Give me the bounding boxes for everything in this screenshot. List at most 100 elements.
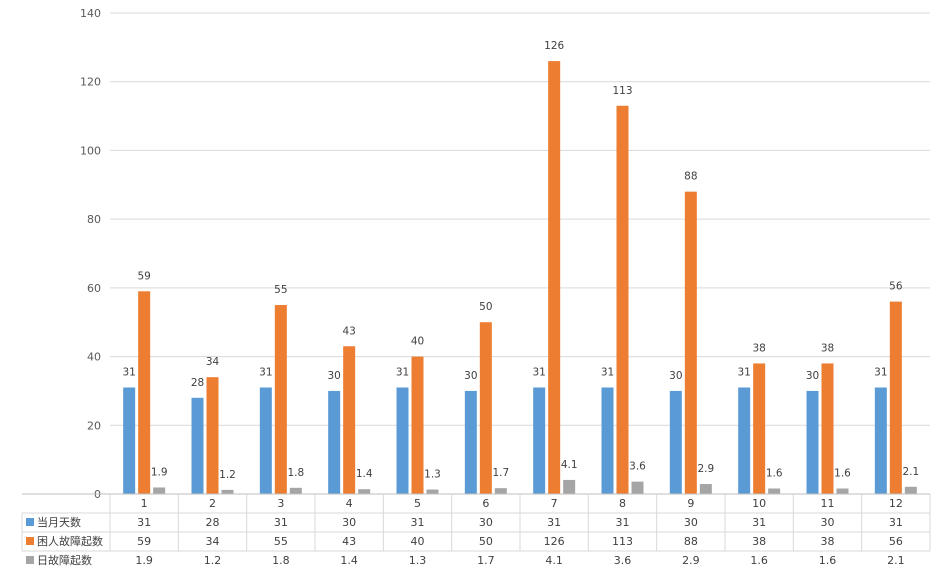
- table-cell: 31: [137, 516, 151, 529]
- legend-key: [26, 556, 34, 564]
- data-label: 1.3: [424, 469, 441, 481]
- table-cell: 1.6: [750, 554, 768, 567]
- data-label: 31: [737, 366, 750, 378]
- data-label: 30: [669, 370, 682, 382]
- data-label: 43: [342, 325, 355, 337]
- table-cell: 31: [411, 516, 425, 529]
- x-tick-label: 8: [619, 497, 626, 510]
- data-label: 4.1: [561, 459, 578, 471]
- data-label: 31: [122, 366, 135, 378]
- table-cell: 1.8: [272, 554, 290, 567]
- table-cell: 1.7: [477, 554, 495, 567]
- table-cell: 59: [137, 535, 151, 548]
- bar-3: [699, 484, 712, 494]
- x-tick-label: 10: [752, 497, 766, 510]
- legend-label: 日故障起数: [37, 553, 92, 567]
- data-label: 30: [327, 370, 340, 382]
- data-label: 1.4: [356, 468, 373, 480]
- table-cell: 1.9: [135, 554, 153, 567]
- bar-3: [768, 488, 781, 494]
- bar-2: [138, 291, 151, 494]
- data-label: 113: [612, 85, 632, 97]
- table-cell: 34: [206, 535, 220, 548]
- data-label: 2.1: [902, 466, 919, 478]
- data-label: 28: [191, 377, 204, 389]
- data-label: 1.7: [492, 467, 509, 479]
- table-cell: 1.6: [819, 554, 837, 567]
- data-label: 59: [137, 270, 150, 282]
- table-cell: 38: [752, 535, 766, 548]
- table-cell: 31: [889, 516, 903, 529]
- y-tick-label: 120: [80, 76, 101, 89]
- data-label: 1.9: [151, 466, 168, 478]
- bar-2: [753, 363, 766, 494]
- bar-2: [616, 105, 629, 494]
- bar-2: [206, 377, 219, 494]
- data-label: 3.6: [629, 461, 646, 473]
- bar-3: [358, 489, 371, 494]
- table-cell: 31: [274, 516, 288, 529]
- data-label: 31: [396, 366, 409, 378]
- data-label: 1.6: [834, 468, 851, 480]
- table-cell: 56: [889, 535, 903, 548]
- y-tick-label: 40: [87, 351, 101, 364]
- table-cell: 30: [821, 516, 835, 529]
- table-cell: 1.2: [204, 554, 222, 567]
- table-cell: 1.3: [409, 554, 427, 567]
- bar-3: [836, 488, 849, 494]
- legend-key: [26, 537, 34, 545]
- x-tick-label: 2: [209, 497, 216, 510]
- data-label: 31: [874, 366, 887, 378]
- data-label: 50: [479, 301, 492, 313]
- data-label: 31: [601, 366, 614, 378]
- bar-1: [123, 387, 136, 494]
- bar-3: [494, 488, 507, 494]
- bar-1: [464, 390, 477, 494]
- data-label: 126: [544, 40, 564, 52]
- x-tick-label: 7: [551, 497, 558, 510]
- y-tick-label: 60: [87, 282, 101, 295]
- data-label: 31: [259, 366, 272, 378]
- data-label: 1.8: [287, 467, 304, 479]
- bar-1: [601, 387, 614, 494]
- data-label: 55: [274, 284, 287, 296]
- y-tick-label: 140: [80, 7, 101, 20]
- data-label: 34: [206, 356, 220, 368]
- table-cell: 30: [479, 516, 493, 529]
- table-cell: 3.6: [614, 554, 632, 567]
- table-cell: 126: [544, 535, 565, 548]
- bar-1: [396, 387, 409, 494]
- bar-1: [806, 390, 819, 494]
- table-cell: 38: [821, 535, 835, 548]
- bar-2: [343, 346, 356, 494]
- x-tick-label: 9: [687, 497, 694, 510]
- table-cell: 50: [479, 535, 493, 548]
- data-label: 40: [411, 336, 424, 348]
- table-cell: 31: [547, 516, 561, 529]
- data-label: 38: [752, 342, 765, 354]
- bar-2: [274, 305, 287, 494]
- bar-1: [259, 387, 272, 494]
- bar-1: [874, 387, 887, 494]
- bar-3: [153, 487, 166, 494]
- bar-3: [631, 481, 644, 494]
- data-label: 1.2: [219, 469, 236, 481]
- data-label: 88: [684, 171, 697, 183]
- x-tick-label: 12: [889, 497, 903, 510]
- data-label: 31: [532, 366, 545, 378]
- x-tick-label: 1: [141, 497, 148, 510]
- table-cell: 55: [274, 535, 288, 548]
- x-tick-label: 11: [821, 497, 835, 510]
- y-tick-label: 100: [80, 144, 101, 157]
- legend-key: [26, 518, 34, 526]
- table-cell: 40: [411, 535, 425, 548]
- table-cell: 4.1: [545, 554, 563, 567]
- data-label: 38: [821, 342, 834, 354]
- legend-label: 当月天数: [37, 515, 81, 529]
- bar-3: [221, 489, 234, 494]
- bar-3: [904, 486, 917, 494]
- bar-2: [684, 191, 697, 494]
- x-tick-label: 6: [482, 497, 489, 510]
- table-cell: 43: [342, 535, 356, 548]
